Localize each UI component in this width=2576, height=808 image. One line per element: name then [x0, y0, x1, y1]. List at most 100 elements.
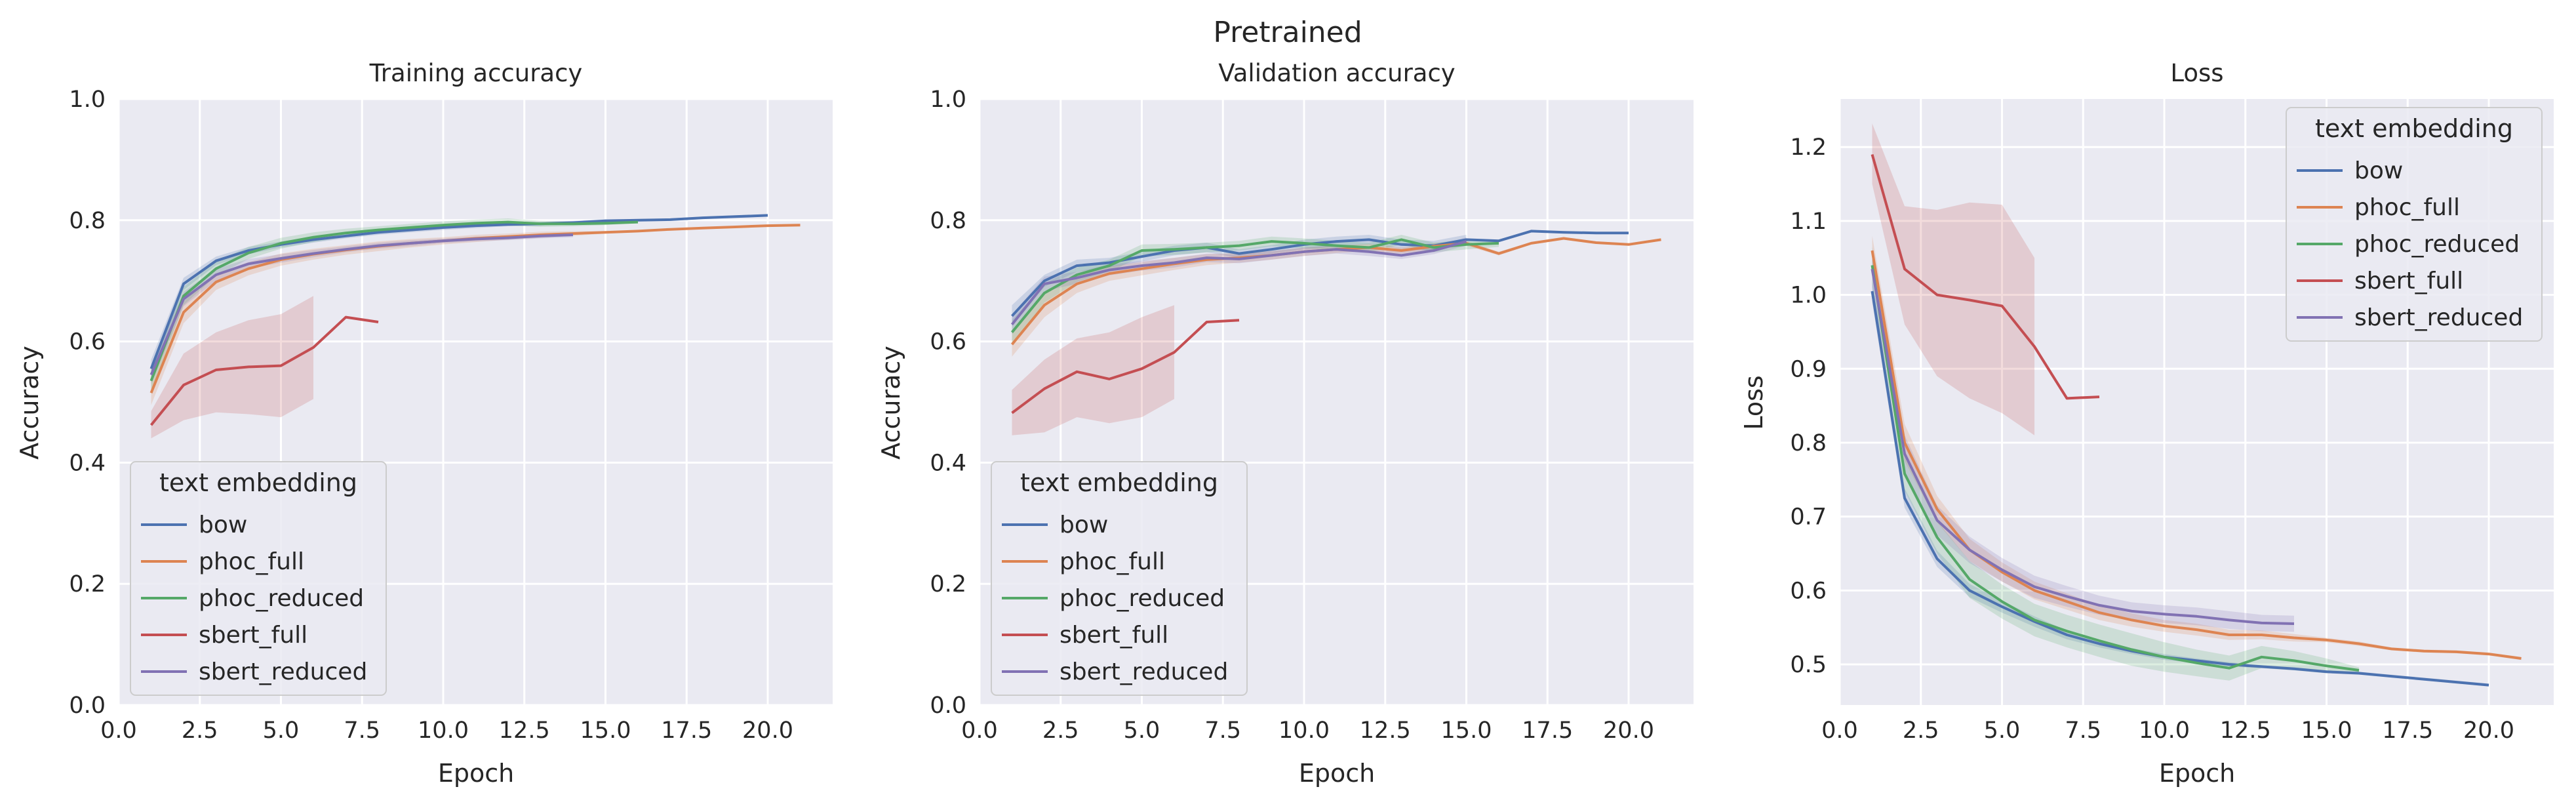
y-tick-label: 0.5 [1790, 652, 1827, 678]
phoc_reduced-line [1010, 238, 1499, 333]
legend-label: bow [1060, 512, 1108, 538]
phoc_reduced-line [149, 220, 639, 382]
x-tick-label: 0.0 [1821, 717, 1858, 744]
sbert_reduced-line [1871, 268, 2295, 625]
legend-label: bow [2354, 157, 2403, 184]
x-axis-label: Epoch [438, 759, 514, 788]
legend-label: sbert_reduced [2354, 304, 2523, 331]
y-tick-label: 0.0 [930, 693, 966, 719]
x-tick-label: 17.5 [2382, 717, 2433, 744]
validation-accuracy-panel: Validation accuracy Epoch Accuracy 0.0 2.… [877, 59, 1694, 788]
x-tick-label: 20.0 [1603, 717, 1654, 744]
x-tick-label: 17.5 [661, 717, 712, 744]
x-tick-label: 12.5 [1360, 717, 1411, 744]
sbert_full-line [1011, 319, 1240, 414]
legend-label: phoc_full [2354, 194, 2460, 221]
x-tick-label: 10.0 [1278, 717, 1330, 744]
legend-label: sbert_full [2354, 268, 2463, 294]
phoc_reduced-line [1871, 265, 2360, 672]
panel-title: Loss [2170, 59, 2223, 87]
y-axis-label: Accuracy [15, 346, 44, 460]
y-tick-label: 0.6 [1790, 578, 1827, 604]
y-tick-label: 0.0 [69, 693, 106, 719]
x-axis-label: Epoch [2159, 759, 2235, 788]
x-tick-label: 5.0 [263, 717, 300, 744]
y-tick-label: 0.8 [69, 208, 106, 234]
y-tick-label: 1.2 [1790, 134, 1827, 161]
x-tick-label: 20.0 [742, 717, 793, 744]
y-tick-label: 1.0 [1790, 283, 1827, 309]
panel-title: Training accuracy [369, 59, 583, 87]
y-tick-label: 0.2 [930, 571, 966, 597]
legend-label: phoc_reduced [1060, 585, 1225, 612]
x-tick-label: 0.0 [961, 717, 998, 744]
x-axis-label: Epoch [1299, 759, 1375, 788]
y-tick-label: 0.2 [69, 571, 106, 597]
legend-label: phoc_full [199, 548, 304, 575]
y-tick-label: 0.8 [930, 208, 966, 234]
legend-label: sbert_reduced [199, 658, 367, 685]
x-tick-label: 5.0 [1124, 717, 1160, 744]
x-tick-label: 7.5 [2065, 717, 2101, 744]
legend-label: phoc_full [1060, 548, 1165, 575]
series-group [149, 214, 801, 439]
figure-title: Pretrained [1213, 16, 1362, 49]
y-tick-label: 1.1 [1790, 209, 1827, 235]
phoc_full-confidence-band [1012, 237, 1661, 357]
x-tick-label: 2.5 [1042, 717, 1079, 744]
x-tick-label: 12.5 [2220, 717, 2271, 744]
legend: text embedding bow phoc_full phoc_reducedsb… [130, 461, 387, 696]
x-tick-label: 15.0 [2301, 717, 2352, 744]
legend-title: text embedding [159, 468, 357, 497]
legend-label: sbert_reduced [1060, 658, 1228, 685]
sbert_full-confidence-band [1012, 305, 1174, 435]
x-tick-label: 7.5 [344, 717, 380, 744]
legend: text embedding bow phoc_full phoc_reducedsb… [991, 461, 1248, 696]
x-tick-label: 2.5 [1903, 717, 1939, 744]
x-tick-label: 0.0 [100, 717, 137, 744]
training-accuracy-panel: Training accuracy Epoch Accuracy 0.0 2.5 5… [15, 59, 833, 788]
x-tick-label: 15.0 [1441, 717, 1492, 744]
sbert_reduced-line [149, 233, 574, 376]
y-tick-label: 1.0 [69, 87, 106, 113]
x-tick-label: 2.5 [182, 717, 218, 744]
y-tick-label: 0.4 [930, 450, 966, 476]
legend-box [2286, 107, 2543, 342]
x-tick-label: 5.0 [1984, 717, 2021, 744]
x-tick-label: 7.5 [1204, 717, 1241, 744]
x-tick-label: 12.5 [499, 717, 550, 744]
y-tick-label: 0.6 [930, 329, 966, 355]
y-tick-label: 0.7 [1790, 504, 1827, 531]
x-tick-label: 10.0 [418, 717, 469, 744]
y-tick-label: 0.6 [69, 329, 106, 355]
x-tick-label: 10.0 [2139, 717, 2190, 744]
panel-title: Validation accuracy [1218, 59, 1455, 87]
legend-box [130, 461, 387, 696]
sbert_full-line [149, 315, 379, 426]
legend-label: sbert_full [199, 622, 307, 649]
x-tick-label: 17.5 [1522, 717, 1573, 744]
legend: text embedding bow phoc_full phoc_reducedsb… [2286, 107, 2543, 342]
series-group [1871, 123, 2522, 687]
sbert_full-confidence-band [1872, 123, 2034, 435]
series-group [1010, 230, 1661, 435]
legend-label: phoc_reduced [199, 585, 364, 612]
loss-panel: Loss Epoch Loss 0.0 2.5 5.0 7.5 10.0 12.5 15.0… [1739, 59, 2554, 788]
bow-line [1011, 230, 1629, 317]
legend-label: bow [199, 512, 247, 538]
legend-label: sbert_full [1060, 622, 1168, 649]
sbert_reduced-line [1010, 240, 1467, 325]
y-tick-label: 0.4 [69, 450, 106, 476]
x-tick-label: 20.0 [2463, 717, 2514, 744]
legend-label: phoc_reduced [2354, 231, 2520, 258]
y-tick-label: 0.8 [1790, 430, 1827, 456]
legend-box [991, 461, 1248, 696]
y-axis-label: Loss [1739, 375, 1768, 430]
bow-line [149, 214, 768, 369]
y-tick-label: 0.9 [1790, 356, 1827, 382]
x-tick-label: 15.0 [580, 717, 631, 744]
y-tick-label: 1.0 [930, 87, 966, 113]
legend-title: text embedding [2315, 114, 2513, 143]
y-axis-label: Accuracy [877, 346, 905, 460]
